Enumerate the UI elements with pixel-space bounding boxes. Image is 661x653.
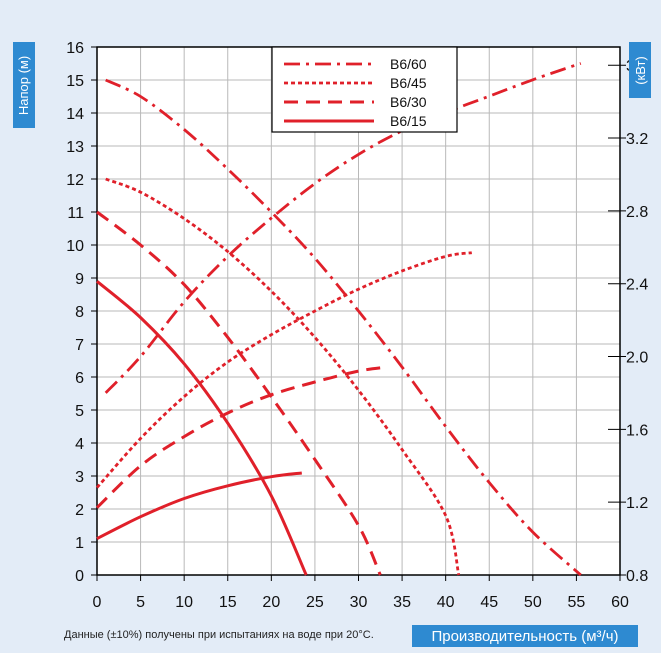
x-tick-label: 15 xyxy=(219,594,237,611)
head-curve-b6-60 xyxy=(105,78,582,577)
y-axis-label-left-text: Напор (м) xyxy=(16,55,32,115)
y-tick-label-left: 5 xyxy=(75,403,84,420)
x-tick-label: 0 xyxy=(93,594,102,611)
x-axis-label-text: Производительность (м³/ч) xyxy=(431,627,619,645)
y-tick-label-left: 9 xyxy=(75,271,84,288)
y-tick-label-right: 3.2 xyxy=(626,131,648,148)
y-tick-label-left: 12 xyxy=(66,172,84,189)
legend: B6/60 B6/45 B6/30 B6/15 xyxy=(271,46,458,133)
x-tick-label: 55 xyxy=(568,594,586,611)
y-tick-label-left: 1 xyxy=(75,535,84,552)
x-tick-label: 40 xyxy=(437,594,455,611)
y-axis-label-left: Напор (м) xyxy=(13,42,35,128)
head-curve-b6-30 xyxy=(96,210,382,576)
y-tick-label-left: 13 xyxy=(66,139,84,156)
y-tick-label-right: 1.2 xyxy=(626,495,648,512)
y-axis-label-right: (кВт) xyxy=(629,42,651,98)
x-tick-label: 35 xyxy=(393,594,411,611)
power-curve-b6-15 xyxy=(96,471,302,540)
y-tick-label-right: 2.0 xyxy=(626,350,648,367)
y-tick-label-right: 1.6 xyxy=(626,422,648,439)
legend-label-b6-60: B6/60 xyxy=(390,56,427,72)
legend-label-b6-15: B6/15 xyxy=(390,113,427,129)
x-tick-label: 45 xyxy=(480,594,498,611)
y-tick-label-right: 2.8 xyxy=(626,204,648,221)
y-tick-label-left: 15 xyxy=(66,73,84,90)
x-tick-label: 25 xyxy=(306,594,324,611)
test-note: Данные (±10%) получены при испытаниях на… xyxy=(64,629,374,641)
legend-label-b6-45: B6/45 xyxy=(390,75,427,91)
x-tick-label: 50 xyxy=(524,594,542,611)
y-tick-label-left: 7 xyxy=(75,337,84,354)
x-axis-label: Производительность (м³/ч) xyxy=(412,625,638,647)
x-tick-label: 10 xyxy=(175,594,193,611)
x-tick-label: 5 xyxy=(136,594,145,611)
y-axis-label-right-text: (кВт) xyxy=(632,55,648,85)
y-tick-label-left: 6 xyxy=(75,370,84,387)
head-curve-b6-45 xyxy=(105,177,461,576)
curves xyxy=(95,62,582,577)
y-tick-label-left: 8 xyxy=(75,304,84,321)
power-curve-b6-30 xyxy=(95,365,385,509)
x-tick-label: 60 xyxy=(611,594,629,611)
y-tick-label-left: 14 xyxy=(66,106,84,123)
head-curve-b6-15 xyxy=(96,280,308,576)
y-tick-label-left: 0 xyxy=(75,568,84,585)
power-curve-b6-45 xyxy=(95,251,472,489)
y-tick-label-left: 10 xyxy=(66,238,84,255)
y-tick-label-left: 16 xyxy=(66,40,84,57)
y-tick-label-right: 0.8 xyxy=(626,568,648,585)
y-tick-label-left: 4 xyxy=(75,436,84,453)
y-tick-label-right: 2.4 xyxy=(626,277,648,294)
y-tick-label-left: 3 xyxy=(75,469,84,486)
x-tick-label: 30 xyxy=(350,594,368,611)
y-tick-label-left: 11 xyxy=(67,205,84,222)
legend-label-b6-30: B6/30 xyxy=(390,94,427,110)
x-tick-label: 20 xyxy=(262,594,280,611)
power-curve-b6-60 xyxy=(104,62,582,394)
legend-box xyxy=(271,46,458,133)
y-tick-label-left: 2 xyxy=(75,502,84,519)
grid xyxy=(96,46,621,576)
